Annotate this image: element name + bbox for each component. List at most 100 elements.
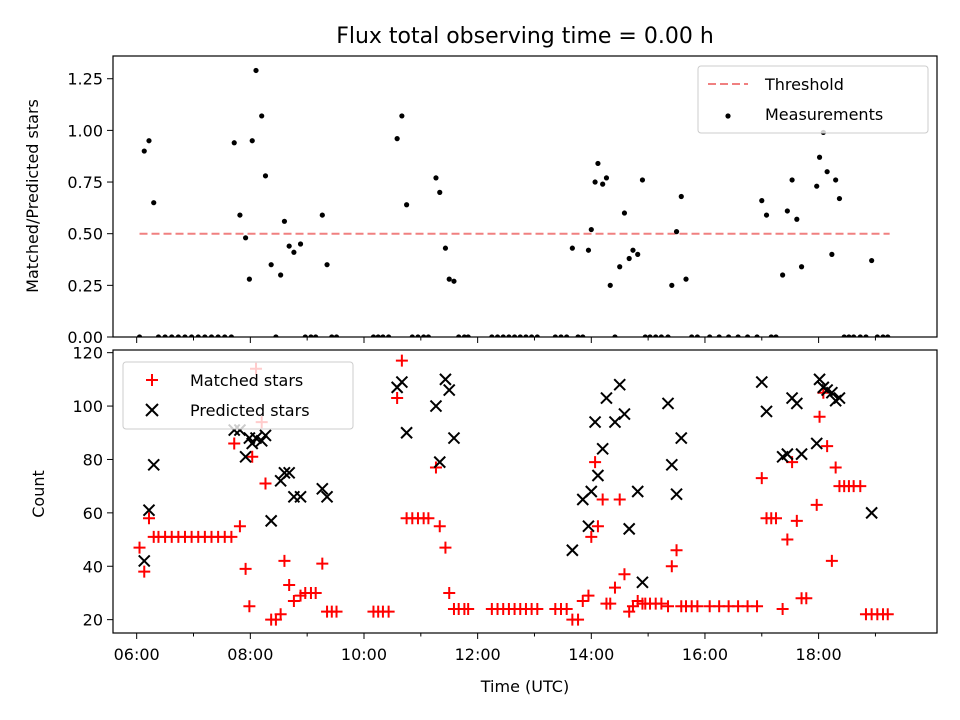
measurement-point <box>829 251 835 257</box>
measurement-point <box>673 229 680 235</box>
measurement-point <box>841 334 847 337</box>
measurement-point <box>639 177 646 183</box>
matched-star-point <box>769 512 782 525</box>
measurement-point <box>237 212 243 218</box>
matched-star-point <box>316 557 329 570</box>
measurement-point <box>569 245 575 251</box>
measurement-point <box>169 334 175 337</box>
x-tick-label: 16:00 <box>682 645 728 664</box>
predicted-star-point <box>600 391 613 405</box>
matched-star-point <box>443 586 456 599</box>
matched-star-point <box>138 565 151 578</box>
predicted-star-point <box>755 375 768 389</box>
matched-star-point <box>142 512 155 525</box>
measurement-point <box>446 276 452 282</box>
measurement-point <box>600 181 606 187</box>
measurement-point <box>319 212 325 218</box>
matched-star-point <box>133 541 146 554</box>
predicted-star-point <box>618 407 631 421</box>
measurement-point <box>175 334 181 337</box>
predicted-star-point <box>675 431 688 445</box>
x-tick-label: 06:00 <box>114 645 160 664</box>
matched-star-point <box>755 472 768 485</box>
measurement-point <box>494 334 501 337</box>
measurement-point <box>308 334 314 337</box>
measurement-point <box>707 334 713 337</box>
x-tick-label: 18:00 <box>796 645 842 664</box>
measurement-point <box>202 334 208 337</box>
measurement-point <box>262 173 269 179</box>
measurement-point <box>375 334 381 337</box>
measurement-point <box>558 334 564 337</box>
x-tick-label: 14:00 <box>568 645 614 664</box>
matched-star-point <box>239 562 252 575</box>
measurement-point <box>851 334 857 337</box>
matched-star-point <box>228 437 241 450</box>
measurement-point <box>773 334 779 337</box>
predicted-star-point <box>670 487 683 501</box>
predicted-star-point <box>320 490 334 504</box>
matched-star-point <box>531 602 544 615</box>
matched-star-point <box>596 493 609 506</box>
measurement-point <box>146 138 152 144</box>
measurement-point <box>669 282 675 288</box>
matched-star-point <box>810 498 823 511</box>
measurement-point <box>768 334 774 337</box>
matched-star-point <box>821 440 834 453</box>
measurement-point <box>242 235 249 241</box>
measurement-point <box>394 136 400 142</box>
measurement-point <box>658 334 664 337</box>
measurement-point <box>291 249 297 255</box>
matched-star-point <box>572 613 585 626</box>
predicted-star-point <box>813 373 826 386</box>
measurement-point <box>215 334 221 337</box>
predicted-star-point <box>588 415 602 429</box>
predicted-star-point <box>613 378 626 391</box>
measurement-point <box>489 334 495 337</box>
measurement-point <box>534 334 540 337</box>
measurement-point <box>297 241 304 247</box>
measurement-point <box>273 334 279 337</box>
measurement-point <box>246 276 252 282</box>
matched-star-point <box>589 456 602 469</box>
predicted-star-point <box>781 447 794 461</box>
measurement-point <box>517 334 523 337</box>
top-y-tick-label: 0.50 <box>67 225 103 244</box>
measurement-point <box>380 334 386 337</box>
predicted-star-point <box>294 490 307 504</box>
matched-star-point <box>462 602 475 615</box>
measurement-point <box>575 334 581 337</box>
measurement-point <box>425 334 431 337</box>
measurement-point <box>621 210 628 216</box>
matched-star-point <box>670 544 683 557</box>
top-y-axis-label: Matched/Predicted stars <box>23 99 42 293</box>
predicted-star-point <box>608 415 622 429</box>
measurement-point <box>617 264 623 270</box>
top-y-tick-label: 1.25 <box>67 70 103 89</box>
measurement-point <box>136 334 143 337</box>
measurement-point <box>592 179 598 185</box>
matched-stars-series <box>133 354 894 626</box>
predicted-star-point <box>316 482 329 496</box>
measurement-point <box>151 200 157 206</box>
matched-star-point <box>591 520 604 533</box>
measurement-point <box>588 226 594 233</box>
measurement-point <box>744 334 751 337</box>
predicted-star-point <box>760 405 773 418</box>
predicted-star-point <box>636 576 649 589</box>
measurement-point <box>880 334 886 337</box>
top-y-tick-label: 1.00 <box>67 121 103 140</box>
matched-star-point <box>582 589 595 602</box>
predicted-star-point <box>395 375 409 389</box>
measurement-point <box>386 334 392 337</box>
matched-star-point <box>439 541 452 554</box>
matched-star-point <box>781 533 794 546</box>
predicted-star-point <box>239 450 252 463</box>
matched-star-point <box>800 592 813 605</box>
measurement-point <box>329 334 335 337</box>
matched-star-point <box>233 520 246 533</box>
measurement-point <box>286 243 292 249</box>
legend-measurements-label: Measurements <box>765 105 883 124</box>
measurement-point <box>442 245 449 251</box>
top-y-tick-label: 0.00 <box>67 328 103 347</box>
